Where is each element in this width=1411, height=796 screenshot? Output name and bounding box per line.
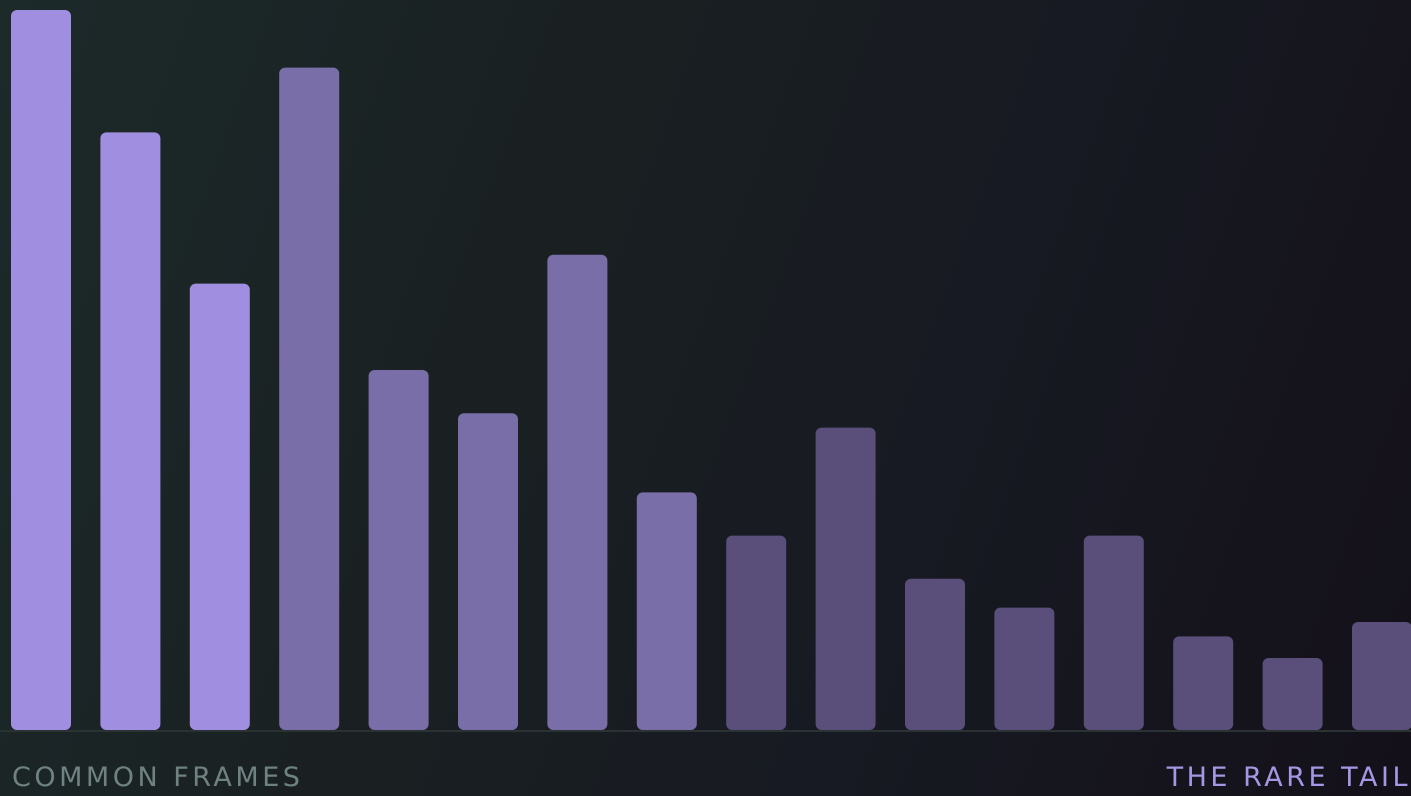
- bar-13: [1083, 535, 1144, 730]
- rare-tail-label: THE RARE TAIL: [1166, 762, 1411, 793]
- bar-12: [994, 607, 1055, 730]
- bar-3: [189, 283, 250, 730]
- bar-5: [368, 370, 429, 730]
- bar-9: [726, 535, 787, 730]
- bar-7: [547, 254, 608, 731]
- bar-8: [636, 492, 697, 730]
- bar-6: [458, 413, 518, 730]
- bar-11: [905, 578, 965, 730]
- bar-2: [100, 132, 161, 730]
- bar-16: [1352, 622, 1411, 730]
- bar-10: [815, 427, 876, 730]
- bar-14: [1173, 636, 1234, 730]
- bar-15: [1262, 658, 1323, 730]
- bar-1: [11, 10, 71, 730]
- bar-4: [279, 67, 340, 731]
- common-frames-label: COMMON FRAMES: [12, 762, 304, 793]
